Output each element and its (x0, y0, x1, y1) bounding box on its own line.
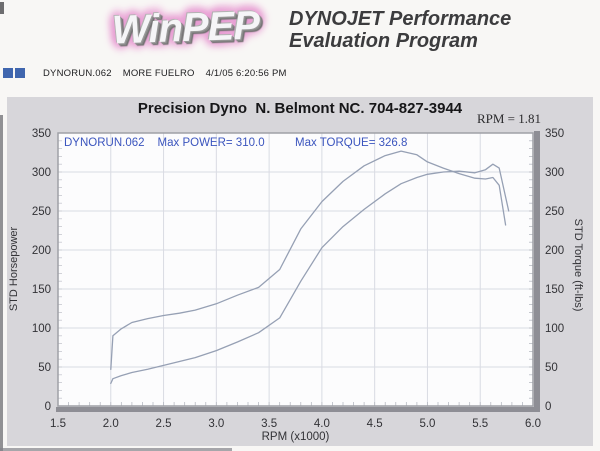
rpm-readout-label: RPM = (476, 111, 515, 126)
run-color-swatch (3, 68, 13, 78)
tick-label: 3.5 (261, 418, 277, 430)
tick-label: 0 (45, 401, 51, 413)
tick-label: 250 (545, 206, 564, 218)
dyno-plot: 1.5 2.0 2.5 3.0 3.5 4.0 4.5 5.0 5.5 6.0 0 0 50 50 100 1… (32, 128, 564, 430)
rpm-readout-value: 1.81 (518, 111, 541, 126)
run-color-swatch (15, 68, 25, 78)
run-info-bar: DYNORUN.062 MORE FUELRO 4/1/05 6:20:56 P… (3, 66, 287, 80)
tick-label: 50 (545, 362, 558, 374)
tick-label: 350 (545, 128, 564, 140)
tick-label: 4.5 (367, 418, 383, 430)
tick-label: 5.0 (419, 418, 435, 430)
tick-label: 200 (545, 245, 564, 257)
curve-std-torque (110, 150, 507, 370)
winpep-logo: WinPEP (111, 3, 260, 53)
y-axis-title-left: STD Horsepower (8, 226, 20, 312)
tick-label: 5.5 (472, 418, 488, 430)
tick-label: 2.0 (103, 418, 119, 430)
tick-label: 0 (545, 401, 551, 413)
curve-std-horsepower (110, 163, 510, 385)
tick-label: 200 (32, 245, 51, 257)
y-axis-title-right: STD Torque (ft-lbs) (572, 218, 584, 312)
tick-label: 1.5 (50, 418, 66, 430)
tick-label: 6.0 (525, 418, 541, 430)
tick-label: 3.0 (208, 418, 224, 430)
legend-power: DYNORUN.062 Max POWER= 310.0 (64, 137, 265, 149)
tick-label: 300 (32, 167, 51, 179)
run-datetime: 4/1/05 6:20:56 PM (205, 67, 287, 79)
legend-run-name: DYNORUN.062 (64, 137, 145, 149)
scan-artifact-left-edge (0, 115, 3, 451)
scan-artifact-bottom-edge (0, 448, 232, 451)
tick-label: 250 (32, 206, 51, 218)
legend-max-torque: Max TORQUE= 326.8 (295, 137, 408, 149)
tick-label: 4.0 (314, 418, 330, 430)
tick-label: 100 (32, 323, 51, 335)
tick-label: 300 (545, 167, 564, 179)
app-title-line1: DYNOJET Performance (289, 8, 512, 30)
run-file-name: DYNORUN.062 (43, 67, 112, 79)
tick-label: 150 (32, 284, 51, 296)
app-title: DYNOJET Performance Evaluation Program (289, 8, 511, 52)
app-title-line2: Evaluation Program (289, 30, 478, 52)
tick-label: 350 (32, 128, 51, 140)
tick-label: 2.5 (156, 418, 172, 430)
tick-label: 150 (545, 284, 564, 296)
dyno-chart-panel: Precision Dyno N. Belmont NC. 704-827-39… (7, 97, 593, 446)
tick-label: 100 (545, 323, 564, 335)
run-note: MORE FUELRO (122, 67, 195, 79)
rpm-readout: RPM = 1.81 (477, 111, 541, 127)
legend-max-power: Max POWER= 310.0 (157, 137, 265, 149)
chart-title: Precision Dyno N. Belmont NC. 704-827-39… (137, 100, 463, 117)
tick-label: 50 (38, 362, 51, 374)
x-axis-title: RPM (x1000) (261, 431, 330, 443)
scan-artifact-mark (0, 2, 4, 14)
